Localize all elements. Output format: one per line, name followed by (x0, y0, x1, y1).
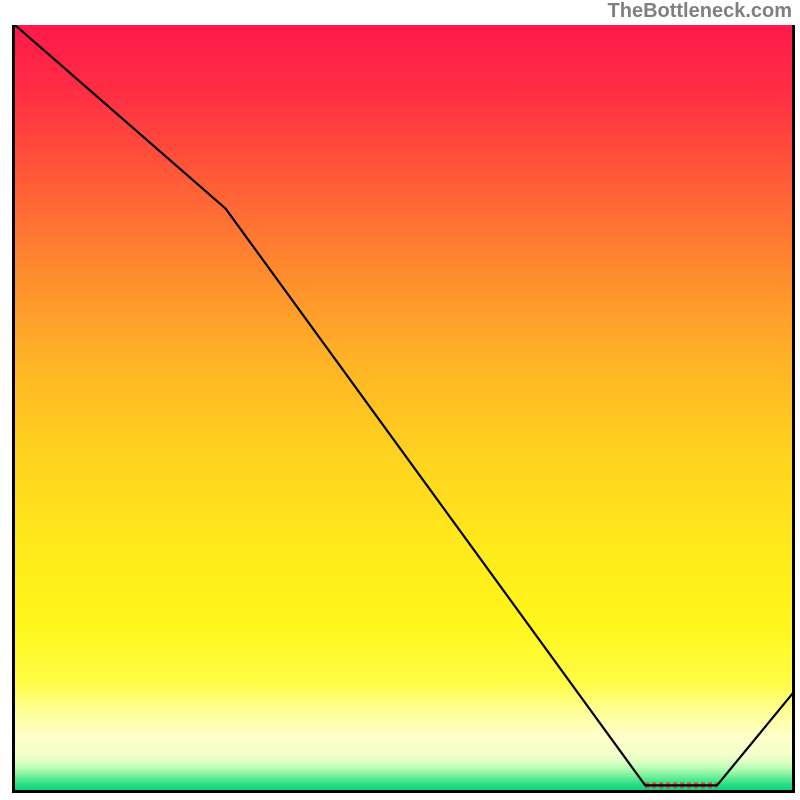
series-line (15, 25, 795, 785)
curve-layer (15, 25, 795, 790)
plot-area (12, 25, 795, 793)
chart-stage: TheBottleneck.com (0, 0, 800, 800)
watermark-text: TheBottleneck.com (608, 0, 792, 23)
right-axis-border (792, 25, 795, 790)
